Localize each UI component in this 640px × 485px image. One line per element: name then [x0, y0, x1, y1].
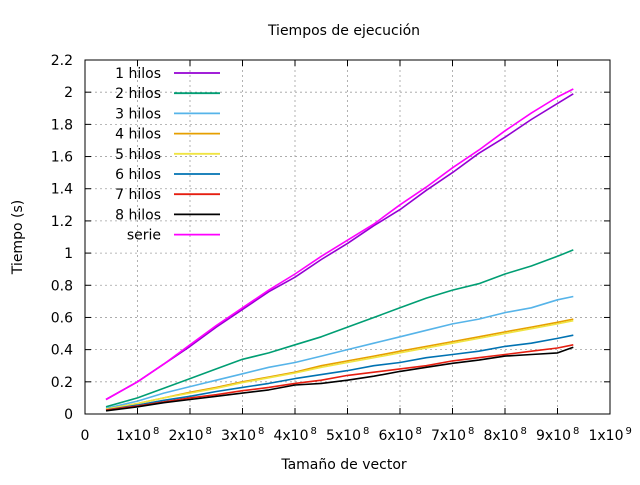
x-tick-label-group: 7x10 8	[431, 426, 474, 444]
y-tick-label: 1.2	[51, 214, 73, 230]
x-tick-label: 4x10	[273, 428, 308, 444]
legend-label: 8 hilos	[115, 207, 161, 223]
x-tick-label-group: 5x10 8	[326, 426, 369, 444]
legend-label: serie	[127, 228, 161, 244]
x-tick-exponent: 8	[206, 426, 212, 437]
y-tick-label: 0.2	[51, 375, 73, 391]
x-axis-label: Tamaño de vector	[280, 457, 407, 473]
y-tick-label: 0.4	[51, 343, 73, 359]
x-tick-exponent: 8	[468, 426, 474, 437]
x-tick-label-group: 1x10 8	[116, 426, 159, 444]
x-tick-exponent: 9	[626, 426, 632, 437]
x-tick-exponent: 8	[573, 426, 579, 437]
legend-label: 2 hilos	[115, 86, 161, 102]
y-tick-label: 2	[64, 85, 73, 101]
series-line-6	[105, 334, 574, 411]
legend-label: 7 hilos	[115, 187, 161, 203]
chart-title: Tiempos de ejecución	[267, 23, 420, 39]
x-tick-labels: 0 1x10 8 2x10 8 3x10 8 4x10 8 5x10 8 6x10 8 7x10 8 8x10…	[81, 426, 632, 444]
legend-label: 4 hilos	[115, 127, 161, 143]
series-line-7	[105, 344, 574, 411]
x-tick-label-group: 8x10 8	[483, 426, 526, 444]
y-tick-label: 0.8	[51, 278, 73, 294]
series-line-8	[105, 346, 574, 412]
x-tick-label-group: 4x10 8	[273, 426, 316, 444]
x-tick-label-group: 1x10 9	[588, 426, 631, 444]
x-tick-exponent: 8	[416, 426, 422, 437]
legend-label: 6 hilos	[115, 167, 161, 183]
y-tick-label: 2.2	[51, 53, 73, 69]
series-line-1	[105, 93, 574, 401]
y-axis-label: Tiempo (s)	[10, 200, 26, 275]
legend-label: 3 hilos	[115, 106, 161, 122]
x-tick-label: 1x10	[588, 428, 623, 444]
x-tick-exponent: 8	[258, 426, 264, 437]
x-tick-label: 8x10	[483, 428, 518, 444]
x-tick-label: 1x10	[116, 428, 151, 444]
x-tick-label-group: 0	[81, 428, 90, 444]
y-tick-labels: 0 0.2 0.4 0.6 0.8 1 1.2 1.4 1.6 1.8 2 2.2	[51, 53, 73, 423]
series-lines	[105, 88, 574, 412]
x-tick-label-group: 6x10 8	[378, 426, 421, 444]
x-tick-label: 5x10	[326, 428, 361, 444]
legend-label: 1 hilos	[115, 66, 161, 82]
series-line-9	[105, 88, 574, 401]
legend: 1 hilos 2 hilos 3 hilos 4 hilos 5 hilos 6 hil…	[115, 66, 220, 244]
x-tick-label-group: 3x10 8	[221, 426, 264, 444]
legend-label: 5 hilos	[115, 147, 161, 163]
x-tick-label-group: 2x10 8	[168, 426, 211, 444]
x-tick-exponent: 8	[153, 426, 159, 437]
x-tick-exponent: 8	[363, 426, 369, 437]
y-tick-label: 1.4	[51, 182, 73, 198]
series-line-2	[105, 249, 574, 408]
series-line-5	[105, 319, 574, 410]
y-tick-label: 1	[64, 246, 73, 262]
x-tick-label: 0	[81, 428, 90, 444]
x-tick-label: 3x10	[221, 428, 256, 444]
y-tick-label: 1.8	[51, 117, 73, 133]
series-line-3	[105, 295, 574, 410]
y-tick-label: 1.6	[51, 150, 73, 166]
ticks	[84, 59, 611, 415]
x-tick-label: 9x10	[536, 428, 571, 444]
x-tick-label-group: 9x10 8	[536, 426, 579, 444]
x-tick-exponent: 8	[521, 426, 527, 437]
x-tick-label: 7x10	[431, 428, 466, 444]
x-tick-label: 6x10	[378, 428, 413, 444]
x-tick-label: 2x10	[168, 428, 203, 444]
y-tick-label: 0.6	[51, 310, 73, 326]
x-tick-exponent: 8	[311, 426, 317, 437]
y-tick-label: 0	[64, 407, 73, 423]
